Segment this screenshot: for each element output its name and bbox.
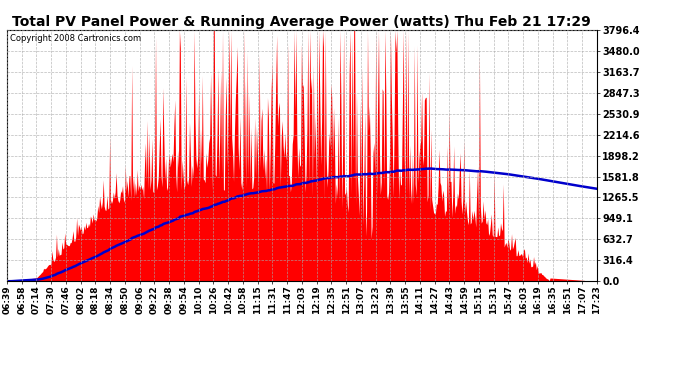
- Text: Copyright 2008 Cartronics.com: Copyright 2008 Cartronics.com: [10, 34, 141, 43]
- Title: Total PV Panel Power & Running Average Power (watts) Thu Feb 21 17:29: Total PV Panel Power & Running Average P…: [12, 15, 591, 29]
